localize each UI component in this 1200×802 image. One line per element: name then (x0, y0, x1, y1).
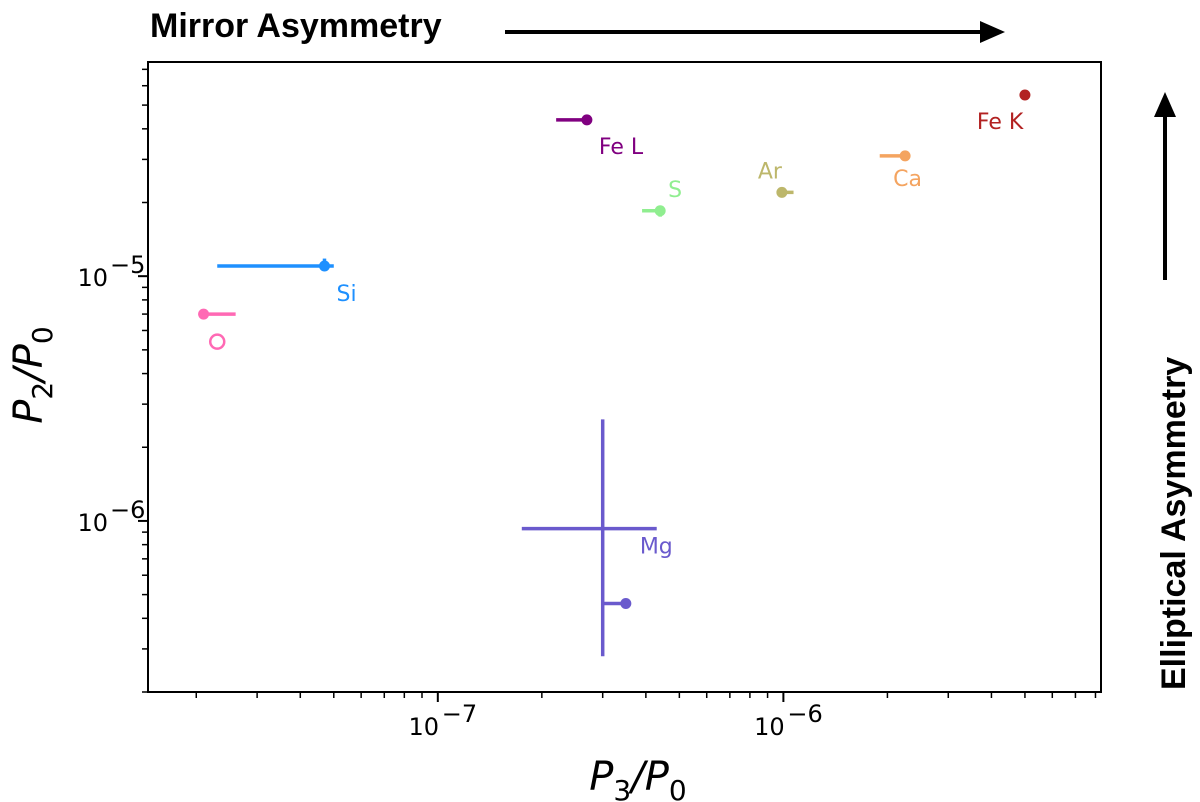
right-annotation: Elliptical Asymmetry (1155, 357, 1193, 690)
y-tick-label: 10 (77, 509, 108, 537)
y-axis-title: P2/P0 (6, 326, 59, 423)
point-label-mg: Mg (640, 534, 673, 559)
point-label-ca: Ca (893, 167, 922, 192)
x-tick-exponent: −6 (787, 700, 822, 728)
point-label-fe-l: Fe L (599, 135, 644, 160)
point-s (654, 205, 666, 217)
point-label-s: S (668, 178, 682, 203)
top-arrow-head (980, 21, 1005, 43)
point-ar (776, 186, 788, 198)
minor-ticks (142, 68, 1097, 698)
point-si (318, 260, 330, 272)
y-tick-exponent: −5 (110, 251, 145, 279)
y-tick-label: 10 (77, 264, 108, 292)
right-arrow-head (1154, 92, 1176, 117)
top-annotation: Mirror Asymmetry (150, 7, 442, 45)
point-unnamed (198, 308, 210, 320)
point-mg (620, 597, 632, 609)
axis-ticks: 10 −7 10 −610 −610 −5 (77, 251, 822, 741)
x-axis-title: P3/P0 (589, 754, 686, 802)
y-tick-exponent: −6 (110, 496, 145, 524)
point-label-fe-k: Fe K (977, 110, 1024, 135)
point-label-si: Si (336, 282, 356, 307)
x-tick-exponent: −7 (442, 700, 477, 728)
point-label-ar: Ar (758, 159, 783, 184)
plot-frame (147, 61, 1102, 693)
x-tick-label: 10 (754, 713, 785, 741)
data-marks (198, 89, 1031, 657)
point-fe-k (1019, 89, 1031, 101)
hollow-point-unnamed (208, 333, 226, 350)
point-labels: Fe K Fe L Ca Ar S Si Mg (336, 110, 1023, 559)
x-tick-label: 10 (409, 713, 440, 741)
point-ca (899, 150, 911, 162)
point-fe-l (581, 114, 593, 126)
